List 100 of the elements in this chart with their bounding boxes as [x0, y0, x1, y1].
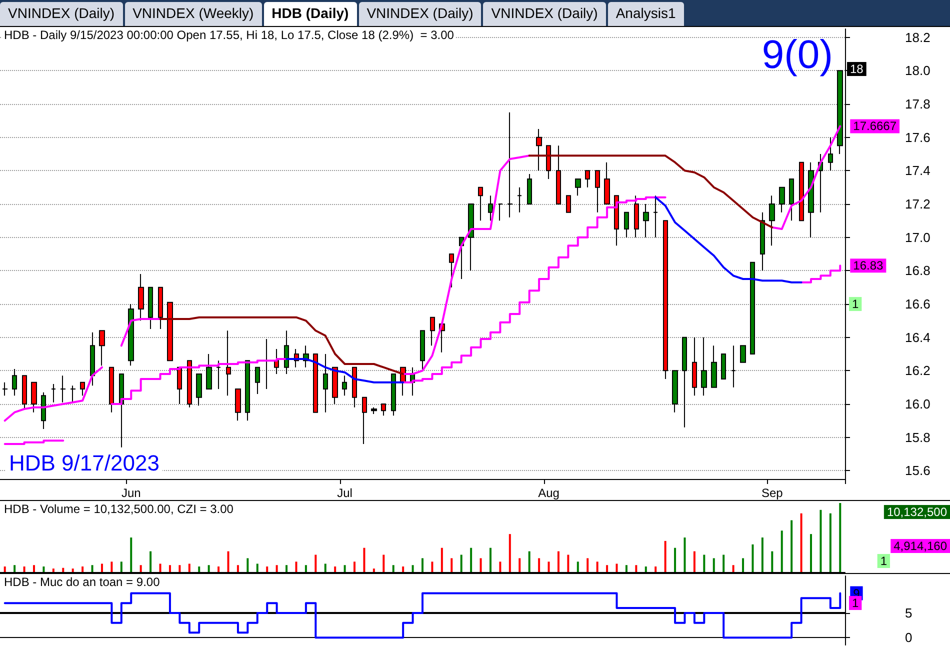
- candlestick: [187, 360, 192, 408]
- candlestick: [51, 384, 56, 403]
- bar: [344, 565, 346, 572]
- bar: [752, 544, 754, 572]
- candlestick: [206, 354, 212, 390]
- bar: [625, 565, 628, 572]
- bar: [431, 562, 434, 572]
- y-tick-label: 16.6: [905, 296, 930, 312]
- text: 10,132,500: [886, 505, 948, 519]
- candlestick: [148, 286, 153, 330]
- bar: [508, 534, 511, 572]
- candlestick: [12, 368, 17, 396]
- data-label: 16.83: [853, 258, 884, 273]
- candlestick: [284, 330, 289, 374]
- candlestick: [595, 170, 600, 213]
- bar: [684, 538, 686, 572]
- x-tick-label: Jul: [337, 486, 352, 500]
- bar: [528, 551, 530, 572]
- candlestick: [381, 404, 386, 416]
- text: VNINDEX (Weekly): [124, 2, 262, 26]
- bar: [489, 548, 492, 572]
- y-tick-label: 16.0: [905, 396, 930, 412]
- candlestick: [31, 382, 37, 413]
- x-tick-label: Aug: [538, 486, 560, 500]
- candlestick: [128, 304, 134, 366]
- bar: [130, 538, 132, 572]
- text: HDB (Daily): [264, 2, 357, 26]
- candlestick: [119, 374, 124, 448]
- y-tick-label: 5: [905, 605, 912, 620]
- y-tick-label: 18.0: [905, 63, 930, 78]
- y-tick-label: 16.2: [905, 363, 930, 378]
- candlestick: [682, 336, 687, 428]
- y-tick-label: 16.4: [905, 330, 930, 345]
- bar: [790, 520, 793, 572]
- bar: [664, 540, 666, 572]
- bar: [324, 564, 326, 572]
- text: 1: [852, 297, 859, 311]
- y-tick-label: 18.2: [905, 30, 930, 45]
- bar: [159, 564, 162, 572]
- candlestick: [498, 204, 503, 222]
- candlestick: [158, 286, 163, 330]
- candlestick: [99, 330, 105, 366]
- text: VNINDEX (Daily): [483, 2, 606, 26]
- bar: [586, 558, 589, 572]
- candlestick: [323, 354, 328, 413]
- text: VNINDEX (Daily): [358, 2, 482, 26]
- candlestick: [692, 336, 697, 396]
- candlestick: [799, 162, 804, 222]
- x-tick-label: Sep: [761, 486, 784, 500]
- candlestick: [808, 162, 814, 238]
- bar: [188, 564, 190, 572]
- bar: [382, 554, 385, 572]
- bar: [110, 562, 113, 572]
- bar: [810, 534, 812, 572]
- bar: [480, 558, 482, 572]
- candlestick: [70, 385, 76, 403]
- bar: [674, 548, 676, 572]
- bar: [304, 565, 307, 572]
- candlestick: [90, 332, 95, 386]
- candlestick: [653, 195, 658, 238]
- bar: [518, 558, 521, 572]
- bar: [596, 562, 598, 572]
- bar: [52, 568, 54, 572]
- candlestick: [371, 406, 377, 414]
- candlestick: [585, 170, 590, 188]
- y-tick-label: 17.4: [905, 163, 930, 178]
- bar: [616, 564, 618, 572]
- bar: [392, 565, 394, 572]
- bar: [780, 530, 783, 572]
- bar: [168, 565, 171, 572]
- bar: [557, 551, 560, 572]
- y-tick-label: 17.2: [905, 196, 930, 212]
- bar: [314, 554, 317, 572]
- candlestick: [60, 375, 66, 403]
- candlestick: [731, 345, 736, 388]
- candlestick: [575, 178, 581, 196]
- bar: [266, 566, 268, 572]
- bar: [178, 565, 181, 572]
- candlestick: [711, 345, 717, 388]
- bar: [567, 554, 570, 572]
- bar: [140, 565, 142, 572]
- bar: [820, 510, 822, 572]
- candlestick: [721, 354, 726, 380]
- bar: [208, 565, 210, 572]
- bar: [548, 562, 550, 572]
- candlestick: [624, 212, 629, 238]
- bar: [470, 548, 472, 572]
- candlestick: [235, 388, 241, 422]
- bar: [236, 565, 239, 572]
- bar: [256, 564, 258, 572]
- bar: [100, 564, 103, 572]
- bar: [800, 513, 802, 572]
- bar: [32, 565, 35, 572]
- bar: [440, 548, 443, 572]
- bar: [412, 565, 414, 572]
- bar: [450, 558, 453, 572]
- candlestick: [226, 330, 231, 396]
- bar: [14, 565, 16, 572]
- x-tick-label: Jun: [121, 486, 141, 500]
- annotation: 9(0): [762, 33, 834, 77]
